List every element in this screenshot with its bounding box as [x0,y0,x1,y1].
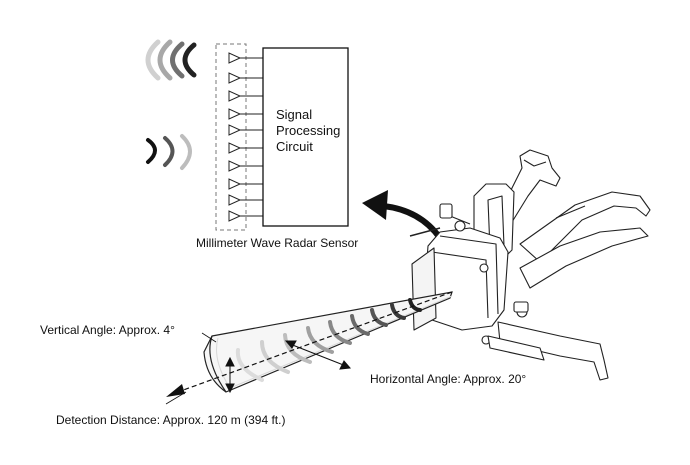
antenna-elements [228,52,263,222]
received-waves-icon [146,134,192,170]
vertical-angle-label: Vertical Angle: Approx. 4° [40,323,175,337]
circuit-label-line2: Processing [276,123,340,138]
detection-axis-arrow [166,291,453,397]
antenna-element-icon [228,90,242,102]
circuit-label-line3: Circuit [276,139,313,154]
antenna-element-icon [228,108,242,120]
circuit-label-line1: Signal [276,107,312,122]
curved-arrow-icon [362,190,443,240]
transmitted-waves-icon [145,39,197,81]
antenna-element-icon [228,210,242,222]
antenna-element-icon [228,160,242,172]
antenna-element-icon [228,178,242,190]
vehicle-frame-illustration [409,149,651,381]
antenna-element-icon [228,142,242,154]
antenna-array-box [215,43,247,231]
horizontal-angle-arrow [284,340,352,370]
detection-distance-label: Detection Distance: Approx. 120 m (394 f… [56,413,285,427]
sensor-caption: Millimeter Wave Radar Sensor [196,236,358,250]
antenna-element-icon [228,72,242,84]
signal-processing-circuit-box [262,47,349,227]
antenna-element-icon [228,194,242,206]
antenna-element-icon [228,52,242,64]
horizontal-angle-label: Horizontal Angle: Approx. 20° [370,372,526,386]
antenna-element-icon [228,124,242,136]
vertical-angle-arrow [225,356,235,394]
label-leader-lines [165,332,217,405]
